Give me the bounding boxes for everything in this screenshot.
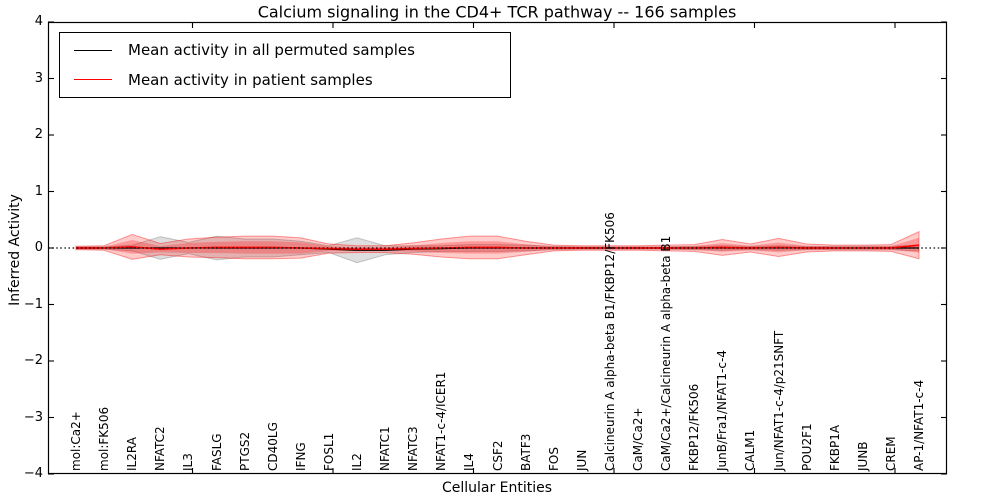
chart-title: Calcium signaling in the CD4+ TCR pathwa…: [257, 2, 737, 22]
x-tick-label: IFNG: [293, 442, 308, 471]
y-tick-label: 3: [34, 70, 43, 86]
x-tick-label: NFATC2: [153, 426, 168, 471]
y-tick-label: 2: [34, 127, 43, 142]
x-tick-label: IL3: [181, 453, 196, 471]
x-tick-label: CD40LG: [265, 422, 280, 471]
patient-band-inner: [76, 237, 919, 254]
x-tick-label: POU2F1: [799, 423, 814, 471]
x-axis-label: Cellular Entities: [441, 480, 553, 496]
black-line-swatch: [74, 49, 112, 51]
y-tick-label: 4: [34, 14, 43, 29]
red-line-swatch: [74, 79, 112, 81]
x-tick-label: PTGS2: [237, 431, 252, 471]
legend-label: Mean activity in all permuted samples: [128, 41, 415, 60]
x-tick-label: NFAT1-c-4/ICER1: [434, 371, 449, 471]
legend-entry-patient: Mean activity in patient samples: [60, 66, 510, 94]
x-tick-label: CALM1: [743, 429, 758, 471]
x-tick-label: IL4: [462, 453, 477, 471]
x-tick-label: mol:Ca2+: [69, 411, 83, 471]
x-tick-label: Jun/NFAT1-c-4/p21SNFT: [771, 330, 786, 471]
x-tick-label: FKBP1A: [827, 424, 842, 471]
x-tick-label: CaM/Ca2+: [631, 407, 645, 471]
x-tick-label: mol:FK506: [97, 406, 112, 471]
x-tick-label: CaM/Ca2+/Calcineurin A alpha-beta B1: [659, 235, 674, 471]
x-tick-label: IL2: [350, 453, 364, 471]
x-tick-label: IL2RA: [125, 437, 140, 471]
patient-band: [75, 230, 920, 260]
x-tick-label: NFATC3: [406, 426, 421, 471]
x-tick-label: FKBP12/FK506: [687, 383, 702, 471]
x-tick-label: JUN: [574, 449, 589, 471]
y-tick-label: −1: [23, 296, 43, 312]
x-tick-label: AP-1/NFAT1-c-4: [912, 379, 926, 471]
x-tick-label: BATF3: [518, 433, 533, 471]
legend-entry-permuted: Mean activity in all permuted samples: [60, 36, 510, 64]
y-tick-label: 1: [34, 183, 43, 199]
x-tick-label: FOS: [546, 447, 561, 471]
x-tick-label: JunB/Fra1/NFAT1-c-4: [715, 350, 730, 471]
y-tick-label: 0: [34, 240, 43, 255]
y-tick-label: −4: [23, 466, 43, 481]
x-tick-label: CREM: [883, 436, 898, 471]
y-tick-label: −2: [23, 353, 43, 368]
x-tick-label: FOSL1: [321, 432, 336, 471]
x-tick-label: NFATC1: [378, 426, 393, 471]
x-tick-label: FASLG: [209, 433, 224, 471]
x-tick-label: Calcineurin A alpha-beta B1/FKBP12/FK506: [602, 212, 617, 471]
legend-label: Mean activity in patient samples: [128, 70, 373, 89]
x-tick-label: JUNB: [855, 441, 870, 471]
y-tick-label: −3: [23, 409, 43, 425]
permuted-band: [75, 235, 920, 264]
x-tick-label: CSF2: [490, 440, 505, 471]
legend: Mean activity in all permuted samples Me…: [59, 32, 511, 98]
